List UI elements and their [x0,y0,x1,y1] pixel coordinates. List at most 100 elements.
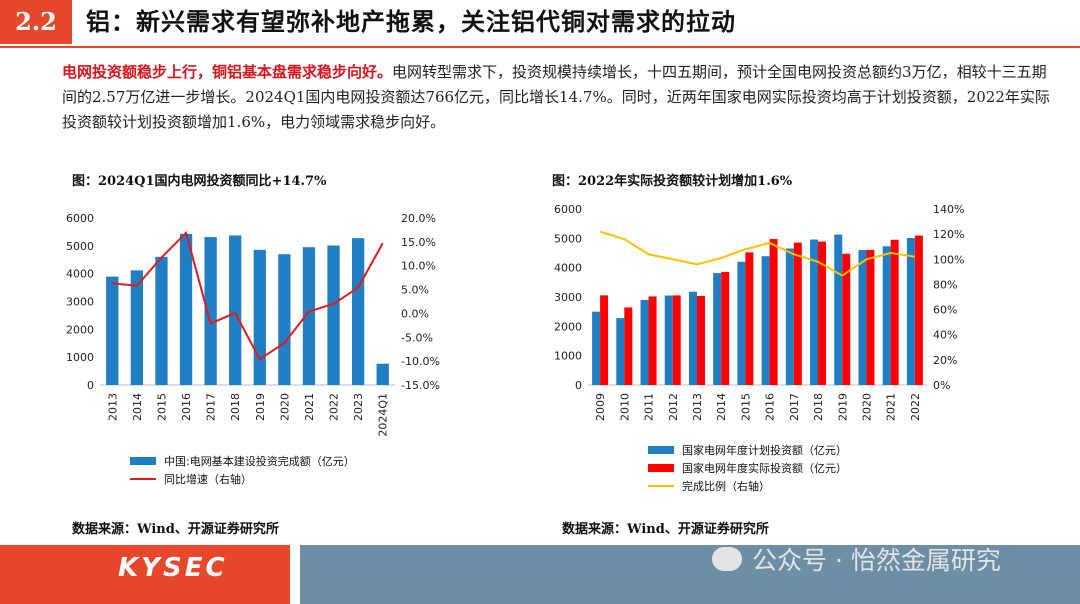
bar [664,295,673,385]
x-tick-label: 2014 [131,393,144,421]
y-left-tick-label: 3000 [554,291,582,304]
x-tick-label: 2020 [278,393,291,421]
y-left-tick-label: 4000 [554,262,582,275]
bar [793,242,802,385]
y-right-tick-label: 40% [933,329,957,342]
intro-highlight: 电网投资额稳步上行，铜铝基本盘需求稳步向好。 [62,63,393,81]
bar [253,249,266,385]
x-tick-label: 2024Q1 [377,393,390,437]
y-left-tick-label: 5000 [554,232,582,245]
y-left-tick-label: 6000 [554,203,582,216]
bar [914,235,923,385]
bar [155,256,168,385]
x-tick-label: 2009 [594,393,607,421]
y-left-tick-label: 1000 [66,351,94,364]
x-tick-label: 2019 [836,393,849,421]
section-number: 2.2 [0,0,72,44]
y-right-tick-label: 100% [933,253,964,266]
bar [842,253,851,385]
legend-label: 中国:电网基本建设投资完成额（亿元） [164,455,355,468]
y-right-tick-label: 120% [933,228,964,241]
bar [818,241,827,385]
x-tick-label: 2019 [254,393,267,421]
bar [624,307,633,385]
bar [130,270,144,385]
y-left-tick-label: 0 [87,379,94,392]
y-left-tick-label: 0 [575,379,582,392]
legend-swatch-red [648,464,674,472]
y-left-tick-label: 5000 [66,240,94,253]
y-left-tick-label: 2000 [66,323,94,336]
bar [278,254,291,385]
left-chart-legend: 中国:电网基本建设投资完成额（亿元） 同比增速（右轴） [130,452,355,488]
intro-body: 电网转型需求下，投资规模持续增长，十四五期间，预计全国电网投资总额约3万亿，相较… [62,63,1050,131]
bar [351,238,365,385]
bar [890,239,899,385]
x-tick-label: 2018 [812,393,825,421]
bar [327,245,340,385]
bar [696,295,705,385]
bar [592,311,601,385]
header: 2.2 铝：新兴需求有望弥补地产拖累，关注铝代铜对需求的拉动 [0,0,1080,44]
bar [229,235,242,385]
x-tick-label: 2017 [788,393,801,421]
left-chart-title: 图：2024Q1国内电网投资额同比+14.7% [72,174,327,189]
bar [688,291,697,385]
x-tick-label: 2015 [155,393,168,421]
x-tick-label: 2015 [739,393,752,421]
legend-item-bar: 中国:电网基本建设投资完成额（亿元） [130,452,355,470]
legend-label: 国家电网年度实际投资额（亿元） [682,462,847,475]
right-chart: 0 1000 2000 3000 4000 5000 6000 0% 20% 40% 60% 80% 1… [554,203,964,421]
logo-text: KYSEC [118,553,228,583]
bar [721,271,730,385]
y-left-tick-label: 2000 [554,320,582,333]
x-tick-label: 2012 [667,393,680,421]
bar [616,318,625,385]
right-chart-title: 图：2022年实际投资额较计划增加1.6% [552,174,793,189]
header-divider [0,46,1080,48]
bar [882,246,891,385]
y-right-tick-label: 60% [933,304,957,317]
legend-swatch-blue [648,446,674,454]
y-right-tick-label: 140% [933,203,964,216]
left-chart: 0 1000 2000 3000 4000 5000 6000 -15.0% -10.0% -5.… [66,212,440,437]
legend-item-ratio: 完成比例（右轴） [648,477,847,495]
bar [769,239,778,385]
bar [672,295,681,385]
page-title: 铝：新兴需求有望弥补地产拖累，关注铝代铜对需求的拉动 [86,7,736,36]
x-tick-label: 2022 [909,393,922,421]
bar [106,276,119,385]
bar [179,233,193,385]
y-left-tick-label: 3000 [66,296,94,309]
legend-label: 国家电网年度计划投资额（亿元） [682,444,847,457]
x-tick-label: 2018 [229,393,242,421]
x-tick-label: 2013 [106,393,119,421]
y-right-tick-label: 80% [933,278,957,291]
intro-paragraph: 电网投资额稳步上行，铜铝基本盘需求稳步向好。电网转型需求下，投资规模持续增长，十… [62,60,1052,135]
legend-item-actual: 国家电网年度实际投资额（亿元） [648,459,847,477]
y-right-tick-label: -15.0% [401,379,440,392]
watermark: 公众号 · 怡然金属研究 [712,541,1001,577]
bar [376,363,389,385]
y-right-tick-label: 20.0% [401,212,436,225]
bar [785,248,794,385]
series-line [599,230,916,277]
bar [810,239,819,385]
x-tick-label: 2011 [643,393,656,421]
legend-swatch-gold-line [648,485,674,487]
y-right-tick-label: 5.0% [401,284,429,297]
x-tick-label: 2023 [352,393,365,421]
watermark-text: 公众号 · 怡然金属研究 [752,546,1001,575]
x-tick-label: 2013 [691,393,704,421]
y-right-tick-label: -10.0% [401,355,440,368]
x-tick-label: 2021 [303,393,316,421]
bar [866,249,875,385]
wechat-icon [712,547,742,571]
kysec-logo: KYSEC [0,545,290,604]
y-left-tick-label: 6000 [66,212,94,225]
series-line [112,230,384,361]
bar [302,247,316,385]
right-chart-legend: 国家电网年度计划投资额（亿元） 国家电网年度实际投资额（亿元） 完成比例（右轴） [648,441,847,495]
bar [745,252,754,385]
y-left-tick-label: 4000 [66,268,94,281]
